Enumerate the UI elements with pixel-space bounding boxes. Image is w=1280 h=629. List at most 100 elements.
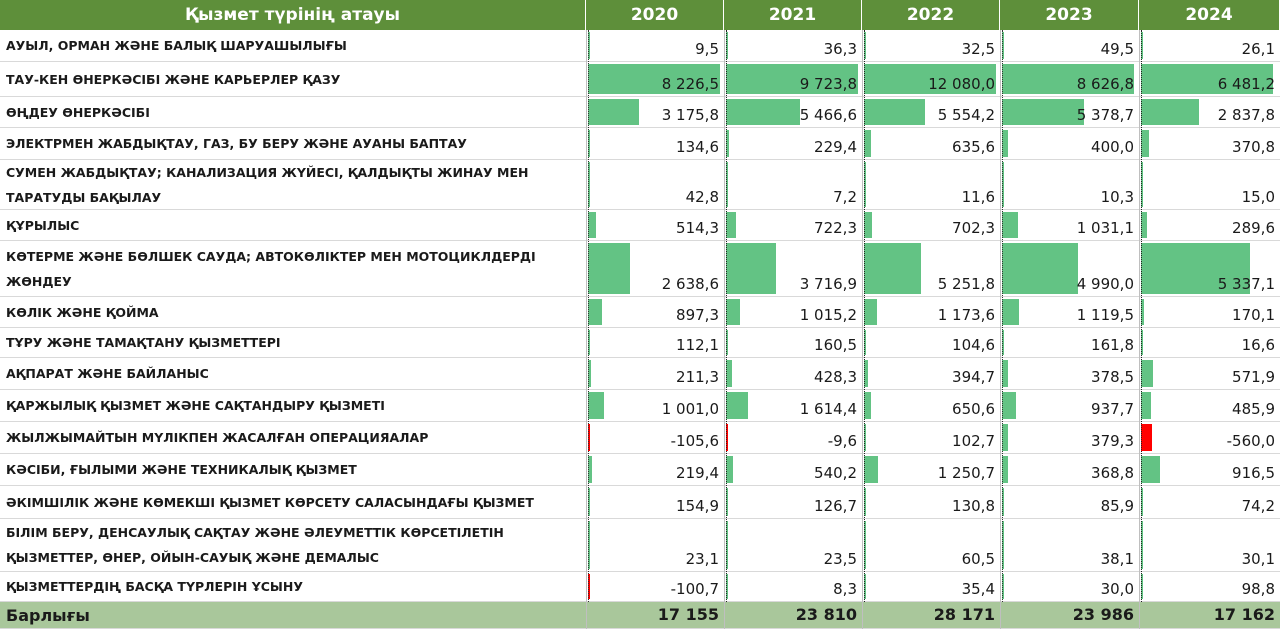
value-bar [588, 424, 590, 451]
value-bar [726, 64, 858, 94]
value-cell: 635,6 [862, 128, 1000, 160]
value-text: 1 119,5 [1076, 306, 1134, 324]
value-text: 42,8 [685, 188, 719, 206]
value-text: 10,3 [1100, 188, 1134, 206]
value-bar [1141, 574, 1143, 599]
column-border [1000, 30, 1001, 629]
value-text: 5 337,1 [1217, 275, 1275, 293]
value-cell: 1 173,6 [862, 297, 1000, 328]
value-bar [1141, 243, 1250, 294]
value-bar [1002, 488, 1004, 516]
value-cell: 9 723,8 [724, 62, 862, 97]
value-cell: 514,3 [586, 210, 724, 241]
value-bar [588, 299, 602, 325]
value-cell: 379,3 [1000, 422, 1139, 454]
value-text: 130,8 [952, 497, 995, 515]
total-label: Барлығы [0, 602, 586, 629]
value-text: 134,6 [676, 138, 719, 156]
row-label: ӘКІМШІЛІК ЖӘНЕ КӨМЕКШІ ҚЫЗМЕТ КӨРСЕТУ СА… [0, 486, 586, 519]
value-cell: 540,2 [724, 454, 862, 486]
value-text: 4 990,0 [1076, 275, 1134, 293]
value-cell: 1 001,0 [586, 390, 724, 422]
value-text: 12 080,0 [928, 75, 995, 93]
value-bar [864, 99, 925, 125]
row-label: ТҰРУ ЖӘНЕ ТАМАҚТАНУ ҚЫЗМЕТТЕРІ [0, 328, 586, 358]
value-cell: 897,3 [586, 297, 724, 328]
value-text: 35,4 [961, 580, 995, 598]
value-bar [1002, 360, 1008, 387]
value-text: 722,3 [814, 219, 857, 237]
value-bar [1141, 64, 1273, 94]
value-cell: -105,6 [586, 422, 724, 454]
value-bar [726, 130, 729, 157]
value-text: 9,5 [695, 40, 719, 58]
value-bar [1141, 521, 1143, 569]
value-cell: 2 638,6 [586, 241, 724, 297]
value-text: 379,3 [1091, 432, 1134, 450]
column-divider [726, 30, 727, 602]
value-bar [588, 360, 591, 387]
row-label: АҚПАРАТ ЖӘНЕ БАЙЛАНЫС [0, 358, 586, 390]
value-cell: 219,4 [586, 454, 724, 486]
value-text: 32,5 [961, 40, 995, 58]
value-bar [726, 99, 800, 125]
total-value-cell: 23 986 [1000, 602, 1139, 629]
value-text: 112,1 [676, 336, 719, 354]
value-text: 7,2 [833, 188, 857, 206]
value-cell: 30,1 [1139, 519, 1280, 572]
value-text: 26,1 [1241, 40, 1275, 58]
header-year-2023: 2023 [1000, 0, 1139, 30]
value-cell: 5 251,8 [862, 241, 1000, 297]
value-text: 5 251,8 [937, 275, 995, 293]
value-cell: 49,5 [1000, 30, 1139, 62]
value-cell: 104,6 [862, 328, 1000, 358]
total-value-cell: 17 162 [1139, 602, 1280, 629]
value-bar [1002, 162, 1004, 207]
value-text: 378,5 [1091, 368, 1134, 386]
value-bar [1002, 130, 1008, 157]
total-value-cell: 17 155 [586, 602, 724, 629]
value-text: 170,1 [1232, 306, 1275, 324]
value-cell: 154,9 [586, 486, 724, 519]
value-cell: 42,8 [586, 160, 724, 210]
value-cell: 112,1 [586, 328, 724, 358]
value-text: 1 173,6 [937, 306, 995, 324]
value-cell: 30,0 [1000, 572, 1139, 602]
value-bar [588, 330, 590, 355]
value-text: -9,6 [827, 432, 857, 450]
row-label: КӘСІБИ, ҒЫЛЫМИ ЖӘНЕ ТЕХНИКАЛЫҚ ҚЫЗМЕТ [0, 454, 586, 486]
value-bar [588, 392, 604, 419]
value-text: 11,6 [961, 188, 995, 206]
value-bar [726, 162, 728, 207]
value-bar [1002, 99, 1084, 125]
value-bar [726, 212, 736, 238]
value-bar [864, 456, 878, 483]
value-text: 1 614,4 [799, 400, 857, 418]
value-cell: 15,0 [1139, 160, 1280, 210]
value-bar [1141, 360, 1153, 387]
value-bar [1002, 32, 1004, 59]
value-text: 3 716,9 [799, 275, 857, 293]
value-text: 154,9 [676, 497, 719, 515]
column-border [862, 30, 863, 629]
value-cell: 3 175,8 [586, 97, 724, 128]
value-cell: 7,2 [724, 160, 862, 210]
value-cell: 26,1 [1139, 30, 1280, 62]
column-border [586, 30, 587, 629]
total-value-cell: 28 171 [862, 602, 1000, 629]
row-label: ЭЛЕКТРМЕН ЖАБДЫҚТАУ, ГАЗ, БУ БЕРУ ЖӘНЕ А… [0, 128, 586, 160]
value-cell: 211,3 [586, 358, 724, 390]
value-bar [864, 32, 866, 59]
row-label: ӨҢДЕУ ӨНЕРКӘСІБІ [0, 97, 586, 128]
value-cell: 4 990,0 [1000, 241, 1139, 297]
value-text: 30,1 [1241, 550, 1275, 568]
value-text: 8 226,5 [661, 75, 719, 93]
value-bar [1002, 299, 1019, 325]
value-cell: 5 378,7 [1000, 97, 1139, 128]
value-cell: 8 626,8 [1000, 62, 1139, 97]
value-bar [1002, 424, 1008, 451]
value-text: 38,1 [1100, 550, 1134, 568]
value-cell: 428,3 [724, 358, 862, 390]
value-cell: 289,6 [1139, 210, 1280, 241]
value-bar [864, 330, 866, 355]
